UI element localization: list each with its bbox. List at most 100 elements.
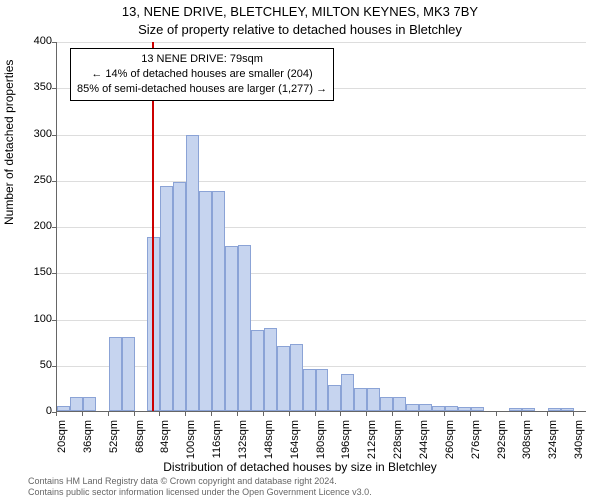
annotation-line1: 13 NENE DRIVE: 79sqm <box>77 52 327 67</box>
ytick-label: 200 <box>12 220 52 232</box>
histogram-bar <box>445 406 458 411</box>
xtick-label: 20sqm <box>56 420 68 470</box>
xtick-mark <box>237 412 238 416</box>
xtick-mark <box>521 412 522 416</box>
histogram-bar <box>57 406 70 411</box>
xtick-label: 244sqm <box>418 420 430 470</box>
xtick-mark <box>56 412 57 416</box>
xtick-mark <box>444 412 445 416</box>
xtick-label: 260sqm <box>444 420 456 470</box>
gridline <box>57 42 586 43</box>
xtick-label: 180sqm <box>315 420 327 470</box>
histogram-bar <box>70 397 83 411</box>
histogram-bar <box>419 404 432 411</box>
histogram-bar <box>186 135 199 411</box>
xtick-label: 148sqm <box>263 420 275 470</box>
chart-container: 13, NENE DRIVE, BLETCHLEY, MILTON KEYNES… <box>0 0 600 500</box>
xtick-label: 308sqm <box>521 420 533 470</box>
footer-line1: Contains HM Land Registry data © Crown c… <box>28 476 372 487</box>
xtick-mark <box>392 412 393 416</box>
xtick-mark <box>366 412 367 416</box>
histogram-bar <box>367 388 380 411</box>
annotation-line2: ← 14% of detached houses are smaller (20… <box>77 67 327 82</box>
xtick-label: 116sqm <box>211 420 223 470</box>
xtick-mark <box>134 412 135 416</box>
xtick-mark <box>470 412 471 416</box>
xtick-mark <box>211 412 212 416</box>
xtick-label: 292sqm <box>496 420 508 470</box>
footer-line2: Contains public sector information licen… <box>28 487 372 498</box>
chart-title-line2: Size of property relative to detached ho… <box>0 22 600 37</box>
ytick-mark <box>52 366 56 367</box>
gridline <box>57 227 586 228</box>
histogram-bar <box>109 337 122 411</box>
xtick-mark <box>340 412 341 416</box>
xtick-label: 340sqm <box>573 420 585 470</box>
ytick-label: 250 <box>12 174 52 186</box>
gridline <box>57 273 586 274</box>
histogram-bar <box>199 191 212 411</box>
ytick-mark <box>52 273 56 274</box>
gridline <box>57 320 586 321</box>
xtick-label: 164sqm <box>289 420 301 470</box>
histogram-bar <box>471 407 484 411</box>
xtick-label: 68sqm <box>134 420 146 470</box>
xtick-label: 132sqm <box>237 420 249 470</box>
xtick-label: 324sqm <box>547 420 559 470</box>
ytick-mark <box>52 320 56 321</box>
xtick-label: 52sqm <box>108 420 120 470</box>
ytick-label: 150 <box>12 266 52 278</box>
histogram-bar <box>264 328 277 411</box>
xtick-mark <box>263 412 264 416</box>
footer-attribution: Contains HM Land Registry data © Crown c… <box>28 476 372 498</box>
ytick-mark <box>52 88 56 89</box>
ytick-label: 0 <box>12 405 52 417</box>
histogram-bar <box>212 191 225 411</box>
ytick-label: 400 <box>12 35 52 47</box>
ytick-label: 100 <box>12 313 52 325</box>
histogram-bar <box>160 186 173 411</box>
ytick-mark <box>52 227 56 228</box>
histogram-bar <box>561 408 574 411</box>
xtick-mark <box>418 412 419 416</box>
histogram-bar <box>290 344 303 411</box>
histogram-bar <box>225 246 238 411</box>
histogram-bar <box>328 385 341 411</box>
xtick-mark <box>289 412 290 416</box>
annotation-box: 13 NENE DRIVE: 79sqm ← 14% of detached h… <box>70 48 334 101</box>
histogram-bar <box>432 406 445 411</box>
histogram-bar <box>522 408 535 411</box>
gridline <box>57 135 586 136</box>
histogram-bar <box>173 182 186 411</box>
xtick-mark <box>159 412 160 416</box>
histogram-bar <box>83 397 96 411</box>
xtick-label: 212sqm <box>366 420 378 470</box>
annotation-line3: 85% of semi-detached houses are larger (… <box>77 82 327 97</box>
ytick-mark <box>52 42 56 43</box>
histogram-bar <box>548 408 561 411</box>
gridline <box>57 366 586 367</box>
ytick-label: 50 <box>12 359 52 371</box>
histogram-bar <box>380 397 393 411</box>
xtick-mark <box>496 412 497 416</box>
chart-title-line1: 13, NENE DRIVE, BLETCHLEY, MILTON KEYNES… <box>0 4 600 19</box>
xtick-mark <box>82 412 83 416</box>
xtick-mark <box>547 412 548 416</box>
xtick-mark <box>315 412 316 416</box>
histogram-bar <box>341 374 354 411</box>
histogram-bar <box>238 245 251 412</box>
xtick-label: 228sqm <box>392 420 404 470</box>
xtick-mark <box>185 412 186 416</box>
ytick-mark <box>52 135 56 136</box>
xtick-mark <box>573 412 574 416</box>
ytick-label: 300 <box>12 128 52 140</box>
ytick-label: 350 <box>12 81 52 93</box>
xtick-label: 84sqm <box>159 420 171 470</box>
histogram-bar <box>277 346 290 411</box>
gridline <box>57 181 586 182</box>
histogram-bar <box>393 397 406 411</box>
histogram-bar <box>354 388 367 411</box>
histogram-bar <box>509 408 522 411</box>
xtick-mark <box>108 412 109 416</box>
ytick-mark <box>52 181 56 182</box>
